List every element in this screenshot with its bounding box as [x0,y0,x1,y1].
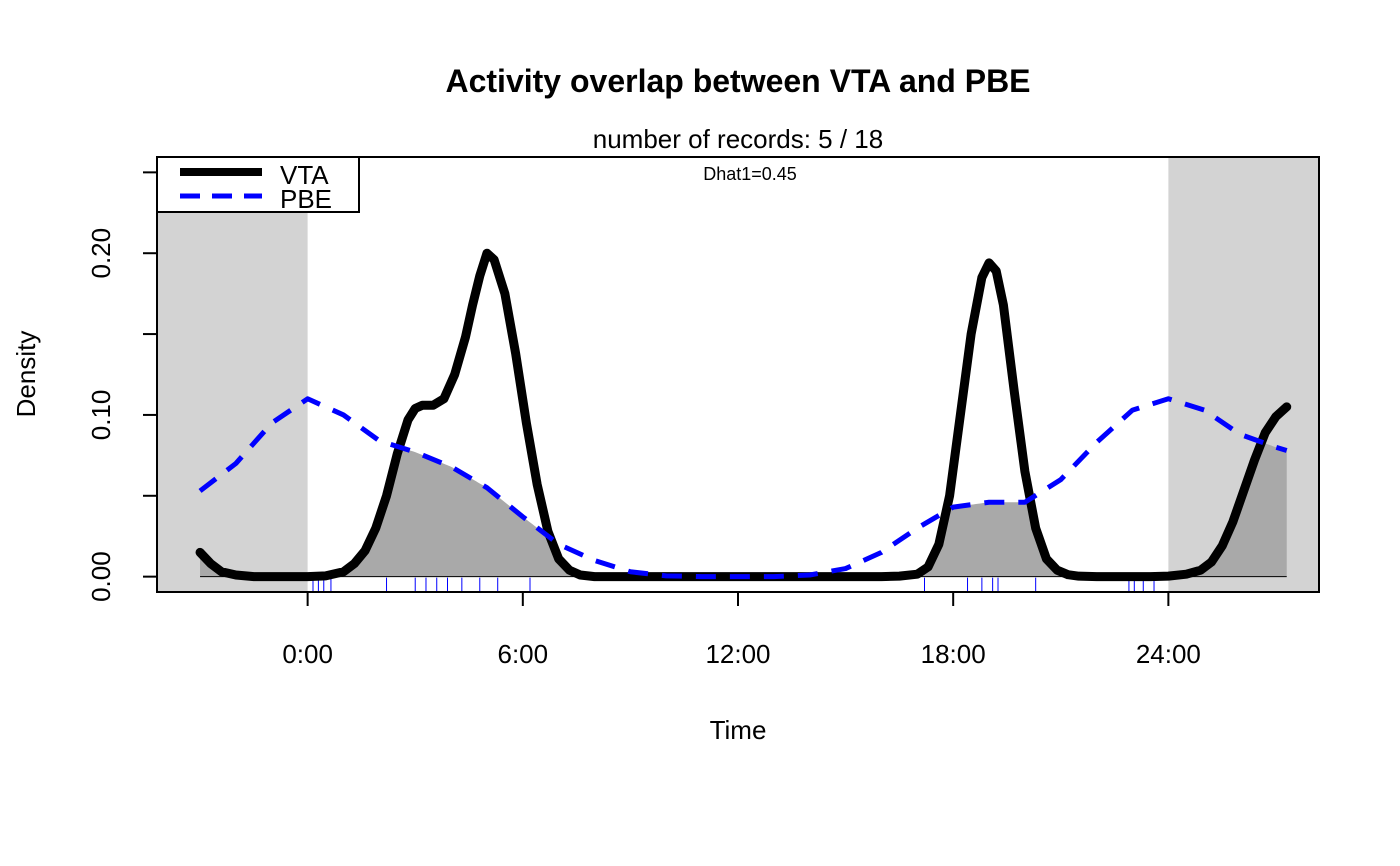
legend-box [156,156,360,213]
chart-subtitle: number of records: 5 / 18 [593,124,883,154]
x-axis: 0:00 6:00 12:00 18:00 24:00 [282,592,1201,669]
series-line-pbe [198,396,1288,580]
x-tick-label-4: 24:00 [1136,639,1201,669]
overlap-coefficient-label: Dhat1=0.45 [703,164,797,184]
y-tick-label-4: 0.20 [86,228,116,279]
y-tick-label-2: 0.10 [86,390,116,441]
legend-label-vta: VTA [280,160,329,190]
series-lines [195,248,1292,582]
x-tick-label-2: 12:00 [705,639,770,669]
chart-title: Activity overlap between VTA and PBE [445,63,1030,99]
night-shade-0 [157,157,308,592]
x-axis-title: Time [710,715,767,745]
legend: VTA PBE [156,156,360,214]
night-shading [157,157,1319,592]
y-tick-label-0: 0.00 [86,551,116,602]
legend-label-pbe: PBE [280,184,332,214]
x-tick-label-1: 6:00 [498,639,549,669]
x-tick-label-3: 18:00 [921,639,986,669]
overlap-area [200,442,1287,577]
y-axis: 0.00 0.10 0.20 [86,171,157,602]
x-tick-label-0: 0:00 [282,639,333,669]
y-axis-title: Density [11,331,41,418]
plot-frame [156,156,1320,593]
